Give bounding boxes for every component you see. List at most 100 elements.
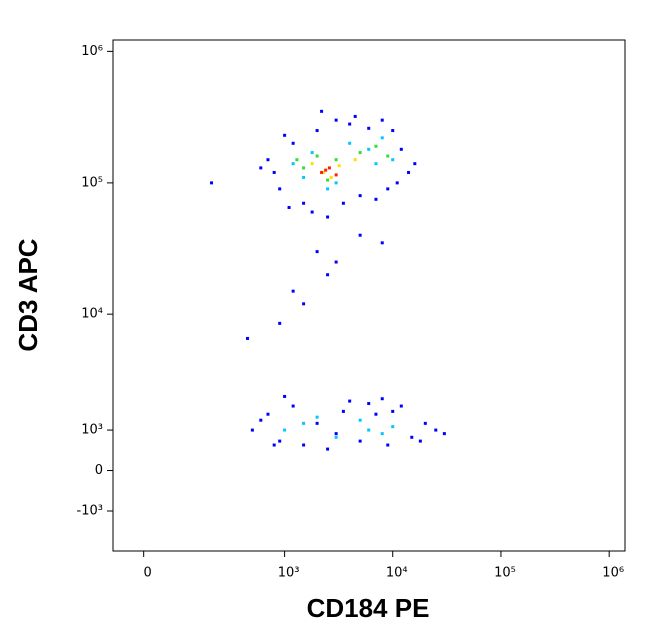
event-dot (334, 173, 338, 177)
event-dot (259, 166, 263, 170)
event-dot (334, 435, 338, 439)
event-dot (302, 166, 306, 170)
event-dot (374, 197, 378, 201)
event-dot (374, 412, 378, 416)
x-tick-label: 10⁶ (602, 566, 624, 581)
event-dot (367, 428, 371, 432)
event-dot (322, 170, 326, 174)
event-dot (334, 158, 338, 162)
event-dot (326, 187, 330, 191)
event-dot (291, 289, 295, 293)
event-dot (353, 158, 357, 162)
event-dot (334, 260, 338, 264)
event-dot (302, 175, 306, 179)
x-tick-label: 10⁵ (494, 566, 516, 581)
plot-frame (112, 39, 626, 552)
event-dot (315, 415, 319, 419)
event-dot (358, 151, 362, 155)
event-dot (358, 194, 362, 198)
event-dot (302, 421, 306, 425)
event-dot (367, 402, 371, 406)
event-dot (326, 273, 330, 277)
event-dot (380, 397, 384, 401)
event-dot (399, 147, 403, 151)
event-dot (283, 394, 287, 398)
event-dot (266, 158, 270, 162)
event-dot (348, 141, 352, 145)
event-dot (358, 439, 362, 443)
event-dot (337, 164, 341, 168)
event-dot (423, 421, 427, 425)
event-dot (315, 421, 319, 425)
event-dot (302, 201, 306, 205)
event-dot (399, 404, 403, 408)
event-dot (380, 241, 384, 245)
event-dot (348, 399, 352, 403)
y-tick-label: 10⁴ (81, 307, 103, 322)
event-dot (391, 129, 395, 133)
event-dot (334, 181, 338, 185)
event-dot (315, 154, 319, 158)
event-dot (291, 162, 295, 166)
event-dot (302, 302, 306, 306)
event-dot (283, 133, 287, 137)
event-dot (246, 336, 250, 340)
event-dot (272, 443, 276, 447)
event-dot (283, 428, 287, 432)
event-dot (391, 158, 395, 162)
event-dot (367, 126, 371, 130)
event-dot (380, 136, 384, 140)
event-dot (278, 321, 282, 325)
event-dot (434, 428, 438, 432)
event-dot (266, 412, 270, 416)
event-dot (341, 409, 345, 413)
event-dot (380, 118, 384, 122)
event-dot (315, 250, 319, 254)
event-dot (413, 162, 417, 166)
event-dot (386, 187, 390, 191)
y-tick-label: 0 (95, 463, 103, 478)
event-dot (334, 432, 338, 436)
event-dot (320, 109, 324, 113)
event-dot (367, 147, 371, 151)
event-dot (407, 170, 411, 174)
event-dot (358, 233, 362, 237)
x-tick-label: 0 (144, 566, 152, 581)
event-dot (358, 418, 362, 422)
x-axis-title: CD184 PE (307, 593, 430, 623)
event-dot (442, 432, 446, 436)
event-dot (310, 151, 314, 155)
y-axis-title: CD3 APC (13, 238, 43, 351)
event-dot (287, 205, 291, 209)
event-dot (374, 162, 378, 166)
event-dot (334, 118, 338, 122)
event-dot (386, 443, 390, 447)
event-dot (324, 168, 328, 172)
event-dot (272, 170, 276, 174)
event-dot (310, 210, 314, 214)
event-dot (386, 154, 390, 158)
event-dot (278, 187, 282, 191)
event-dot (210, 181, 214, 185)
y-tick-label: 10⁶ (81, 44, 103, 59)
event-dot (418, 439, 422, 443)
event-dot (327, 166, 331, 170)
event-dot (329, 175, 333, 179)
event-dot (326, 215, 330, 219)
event-dot (310, 162, 314, 166)
event-dot (315, 129, 319, 133)
event-dot (320, 170, 324, 174)
event-dot (341, 201, 345, 205)
event-dot (391, 425, 395, 429)
event-dot (278, 439, 282, 443)
event-dot (380, 432, 384, 436)
event-dot (250, 428, 254, 432)
event-dot (395, 181, 399, 185)
x-tick-label: 10³ (278, 566, 300, 581)
event-dot (410, 435, 414, 439)
event-dot (259, 418, 263, 422)
event-dot (374, 144, 378, 148)
y-tick-label: -10³ (77, 504, 103, 519)
event-dot (326, 178, 330, 182)
y-tick-label: 10⁵ (81, 175, 103, 190)
